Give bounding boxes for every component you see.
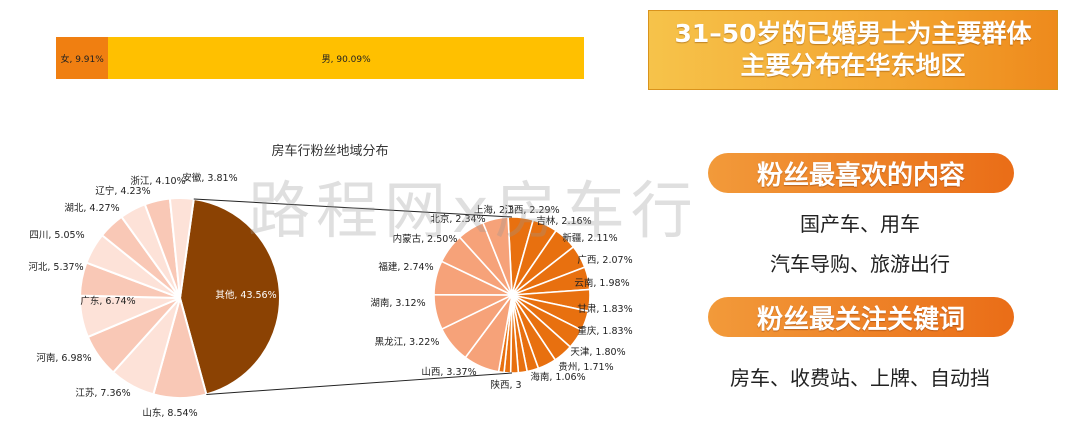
sub-pie-label: 甘肃, 1.83% [577, 303, 632, 315]
sub-pie-label: 贵州, 1.71% [558, 361, 613, 373]
gender-male-segment: 男, 90.09% [108, 37, 584, 79]
main-pie-label: 山东, 8.54% [142, 407, 197, 419]
connector-line-bottom [206, 372, 513, 395]
main-pie-slice [168, 197, 195, 299]
favorite-content-line-1: 国产车、用车 [800, 212, 920, 236]
main-pie-label: 四川, 5.05% [29, 230, 84, 241]
sub-pie-label: 江西, 2.29% [504, 205, 559, 216]
sub-pie-label: 北京, 2.34% [430, 213, 485, 225]
sub-pie-label: 上海, 2.3 [474, 204, 514, 216]
main-pie-slice [178, 197, 281, 396]
pie-labels: 其他, 43.56% 山东, 8.54% 江苏, 7.36% 河南, 6.98% 广东,… [28, 172, 632, 419]
banner-line-2: 主要分布在华东地区 [740, 51, 966, 80]
sub-pie-label: 广西, 2.07% [577, 254, 632, 266]
chart-title: 房车行粉丝地域分布 [271, 143, 388, 159]
connector-line-top [193, 198, 513, 218]
sub-pie-label: 内蒙古, 2.50% [393, 233, 458, 245]
main-pie-label: 浙江, 4.10% [130, 175, 185, 187]
sub-pie-label: 天津, 1.80% [570, 347, 625, 358]
sub-pie-label: 湖南, 3.12% [370, 297, 425, 309]
main-pie-label: 河北, 5.37% [28, 261, 83, 273]
headline-banner: 31–50岁的已婚男士为主要群体 主要分布在华东地区 [648, 10, 1058, 90]
main-pie-label: 其他, 43.56% [215, 289, 276, 301]
main-pie-label: 广东, 6.74% [80, 295, 135, 307]
gender-bar: 女, 9.91% 男, 90.09% [56, 37, 584, 79]
sub-pie-label: 重庆, 1.83% [577, 325, 632, 337]
keywords-line: 房车、收费站、上牌、自动挡 [730, 366, 990, 390]
main-pie [79, 197, 281, 399]
main-pie-label: 河南, 6.98% [36, 352, 91, 364]
favorite-content-line-2: 汽车导购、旅游出行 [770, 252, 950, 276]
sub-pie-label: 吉林, 2.16% [536, 215, 591, 227]
main-pie-label: 江苏, 7.36% [75, 387, 130, 399]
banner-line-1: 31–50岁的已婚男士为主要群体 [674, 19, 1032, 48]
sub-pie-label: 山西, 3.37% [421, 367, 476, 378]
section-keywords-title: 粉丝最关注关键词 [708, 297, 1014, 337]
sub-pie-label: 新疆, 2.11% [562, 232, 617, 244]
sub-pie-label: 黑龙江, 3.22% [375, 336, 440, 348]
sub-pie-label: 云南, 1.98% [574, 277, 629, 289]
sub-pie-label: 海南, 1.06% [530, 371, 585, 383]
sub-pie-label: 陕西, 3 [490, 379, 521, 391]
sub-pie [433, 216, 591, 374]
main-pie-label: 湖北, 4.27% [64, 203, 119, 214]
section-favorite-content-title: 粉丝最喜欢的内容 [708, 153, 1014, 193]
gender-female-segment: 女, 9.91% [56, 37, 109, 79]
main-pie-label: 安徽, 3.81% [182, 172, 237, 184]
main-pie-label: 辽宁, 4.23% [95, 185, 150, 197]
connector-lines [193, 198, 513, 395]
sub-pie-label: 福建, 2.74% [378, 261, 433, 273]
region-pie-chart: 房车行粉丝地域分布 其他, 43.56% 山东, 8.54% 江苏, 7.36% 河南… [28, 143, 632, 419]
